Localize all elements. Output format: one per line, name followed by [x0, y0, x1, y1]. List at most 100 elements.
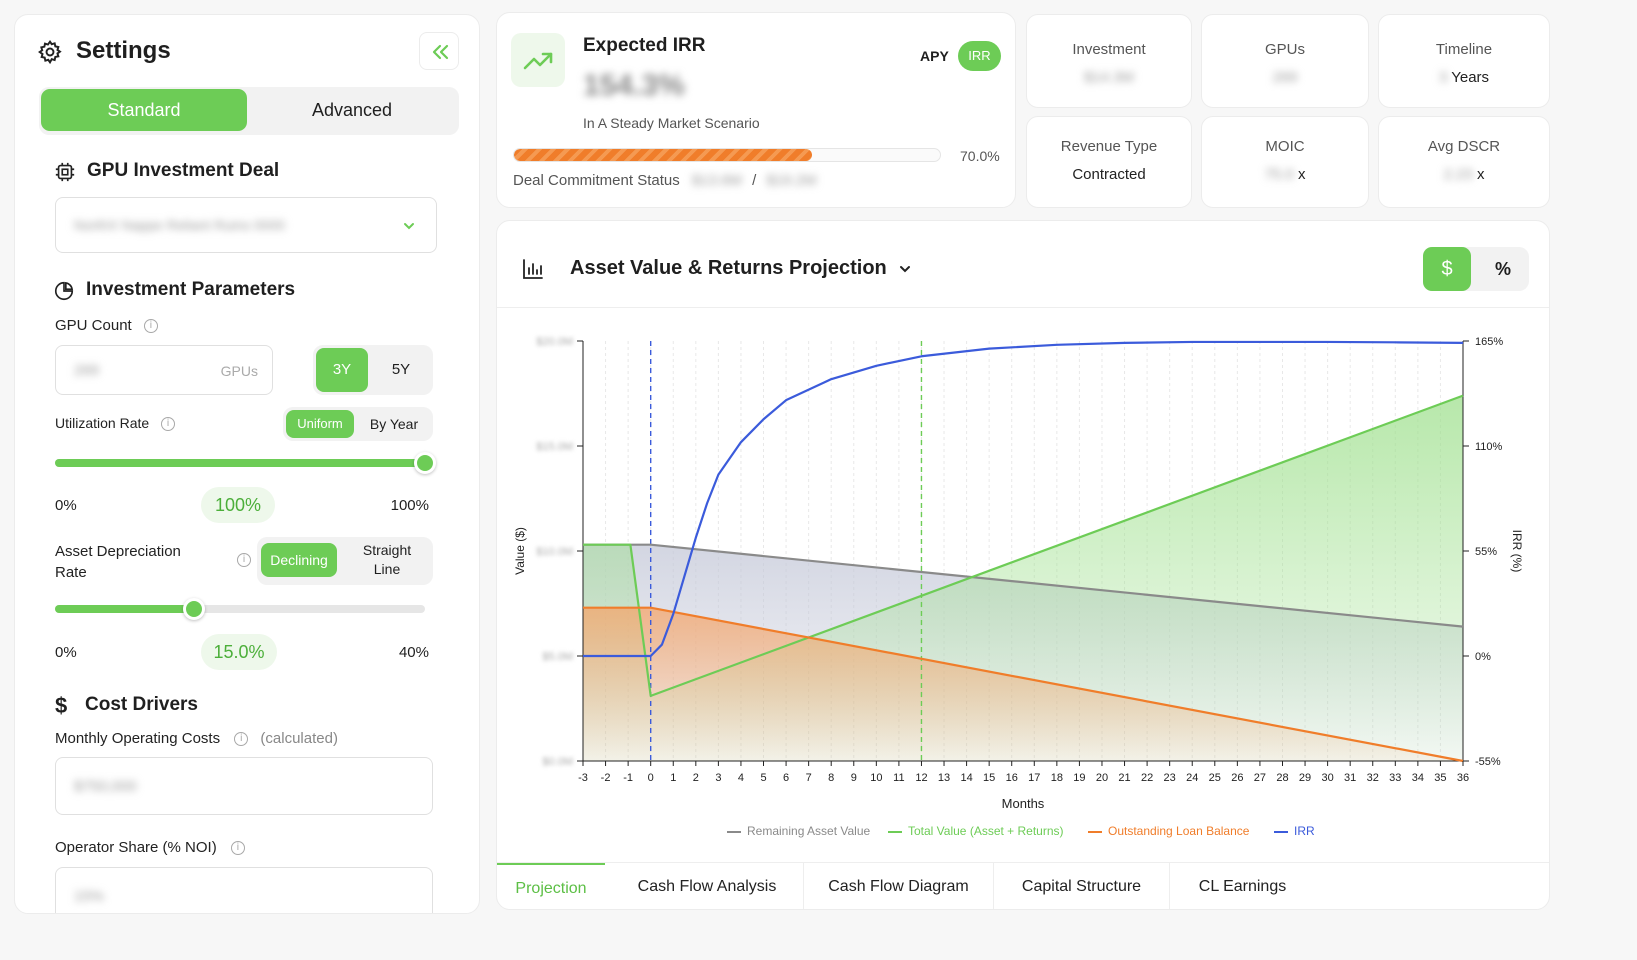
legend-swatch — [1088, 830, 1102, 833]
commitment-progress-fill — [514, 149, 813, 161]
commitment-progress-bar — [513, 148, 941, 162]
declining-button[interactable]: Declining — [261, 543, 337, 577]
operator-share-value: 15% — [74, 888, 105, 905]
utilization-min: 0% — [55, 497, 77, 514]
tab-projection[interactable]: Projection — [497, 863, 605, 909]
commitment-label: Deal Commitment Status — [513, 172, 680, 189]
apy-toggle[interactable]: APY — [920, 48, 949, 64]
x-tick-label: 20 — [1096, 772, 1108, 784]
by-year-button[interactable]: By Year — [369, 416, 419, 432]
params-section-title: Investment Parameters — [86, 279, 296, 300]
monthly-costs-note: (calculated) — [260, 730, 338, 747]
x-tick-label: 15 — [983, 772, 995, 784]
commitment-status: Deal Commitment Status $13.6M / $19.2M — [513, 172, 817, 189]
x-tick-label: 4 — [738, 772, 744, 784]
x-tick-label: -1 — [623, 772, 633, 784]
term-5y-button[interactable]: 5Y — [391, 361, 411, 378]
deal-select[interactable]: NorthX Nappe Reliant Ruins 0000 — [55, 197, 437, 253]
legend-remaining-asset: Remaining Asset Value — [727, 824, 870, 838]
x-tick-label: 29 — [1299, 772, 1311, 784]
x-tick-label: 14 — [960, 772, 972, 784]
collapse-sidebar-button[interactable] — [419, 32, 459, 70]
gpu-count-input[interactable]: 269 GPUs — [55, 345, 273, 395]
tab-standard[interactable]: Standard — [41, 89, 247, 131]
irr-title: Expected IRR — [583, 35, 706, 56]
y-right-tick-label: 110% — [1475, 441, 1503, 453]
straight-line-text-2: Line — [373, 561, 401, 577]
y-right-tick-label: -55% — [1475, 756, 1501, 768]
x-tick-label: 34 — [1412, 772, 1424, 784]
unit-toggle: $ % — [1423, 247, 1529, 291]
gpu-count-value: 269 — [74, 362, 100, 379]
legend-label: Outstanding Loan Balance — [1108, 824, 1250, 838]
x-tick-label: 13 — [938, 772, 950, 784]
info-icon[interactable]: i — [234, 732, 249, 747]
stat-value-wrap: 75.0 x — [1202, 166, 1368, 183]
x-tick-label: 3 — [715, 772, 721, 784]
tab-capital-structure[interactable]: Capital Structure — [993, 863, 1169, 909]
term-3y-button[interactable]: 3Y — [316, 348, 368, 392]
x-tick-label: 25 — [1209, 772, 1221, 784]
stat-title: GPUs — [1264, 41, 1305, 58]
x-tick-label: 12 — [915, 772, 927, 784]
x-tick-label: 32 — [1367, 772, 1379, 784]
tab-cl-earnings[interactable]: CL Earnings — [1169, 863, 1315, 909]
chart-title: Asset Value & Returns Projection — [570, 257, 887, 279]
irr-value: 154.3% — [583, 69, 685, 102]
trending-up-icon-box — [511, 33, 565, 87]
stat-title: Investment — [1072, 41, 1146, 58]
x-tick-label: 11 — [893, 772, 904, 784]
mode-toggle: Standard Advanced — [39, 87, 459, 135]
tab-cash-flow-diagram[interactable]: Cash Flow Diagram — [803, 863, 993, 909]
sidebar-title: Settings — [76, 37, 171, 64]
utilization-max: 100% — [390, 497, 429, 514]
irr-toggle[interactable]: IRR — [958, 41, 1001, 71]
depreciation-slider-handle[interactable] — [182, 598, 205, 620]
line-irr — [583, 340, 1464, 658]
info-icon[interactable]: i — [161, 417, 176, 432]
tab-cash-flow-analysis[interactable]: Cash Flow Analysis — [637, 878, 777, 895]
chart-title-dropdown[interactable]: Asset Value & Returns Projection — [570, 257, 912, 280]
stat-value: 2.23 — [1443, 166, 1473, 183]
info-icon[interactable]: i — [230, 841, 245, 856]
stat-timeline: Timeline 3 Years — [1378, 14, 1550, 108]
stat-title: Avg DSCR — [1427, 138, 1501, 155]
x-tick-label: 24 — [1186, 772, 1198, 784]
depreciation-min: 0% — [55, 644, 77, 661]
utilization-slider-handle[interactable] — [414, 452, 436, 474]
chevron-down-icon — [900, 265, 911, 273]
stat-value: 75.0 — [1264, 166, 1294, 183]
x-tick-label: 26 — [1231, 772, 1243, 784]
stat-suffix: x — [1476, 166, 1485, 183]
tab-advanced[interactable]: Advanced — [311, 100, 393, 120]
x-tick-label: 31 — [1344, 772, 1356, 784]
unit-dollar-button[interactable]: $ — [1423, 247, 1471, 291]
stat-value-wrap: 3 Years — [1379, 69, 1549, 86]
legend-swatch — [727, 830, 741, 833]
stat-moic: MOIC 75.0 x — [1201, 116, 1369, 208]
projection-chart: -3 -2 -1 0 1 2 3 4 5 6 7 8 9 10 11 12 13 14 15 16 17 18 19 20 21… — [513, 336, 1524, 811]
dollar-icon: $ — [55, 693, 68, 718]
depreciation-slider[interactable] — [55, 598, 425, 620]
uniform-button[interactable]: Uniform — [286, 410, 354, 438]
stat-revenue-type: Revenue Type Contracted — [1026, 116, 1192, 208]
x-tick-label: 19 — [1073, 772, 1085, 784]
legend-loan-balance: Outstanding Loan Balance — [1088, 824, 1249, 838]
x-tick-label: 0 — [648, 772, 654, 784]
operator-share-field[interactable]: 15% — [55, 867, 433, 913]
utilization-label: Utilization Rate i — [55, 415, 176, 432]
stat-value-wrap: $14.3M — [1027, 69, 1191, 86]
unit-percent-button[interactable]: % — [1494, 259, 1511, 279]
monthly-costs-field[interactable]: $750,000 — [55, 757, 433, 815]
straight-line-button[interactable]: Straight Line — [347, 541, 427, 581]
stat-title: Revenue Type — [1060, 138, 1158, 155]
operator-share-label: Operator Share (% NOI) i — [55, 839, 245, 856]
utilization-slider[interactable] — [55, 452, 436, 474]
legend-swatch — [888, 830, 902, 833]
info-icon[interactable]: i — [143, 319, 158, 334]
legend-swatch — [1274, 830, 1288, 833]
info-icon[interactable]: i — [237, 553, 251, 567]
depreciation-label-line1: Asset Depreciation — [55, 543, 181, 560]
cost-section-title: Cost Drivers — [85, 694, 198, 715]
x-tick-label: 7 — [806, 772, 812, 784]
